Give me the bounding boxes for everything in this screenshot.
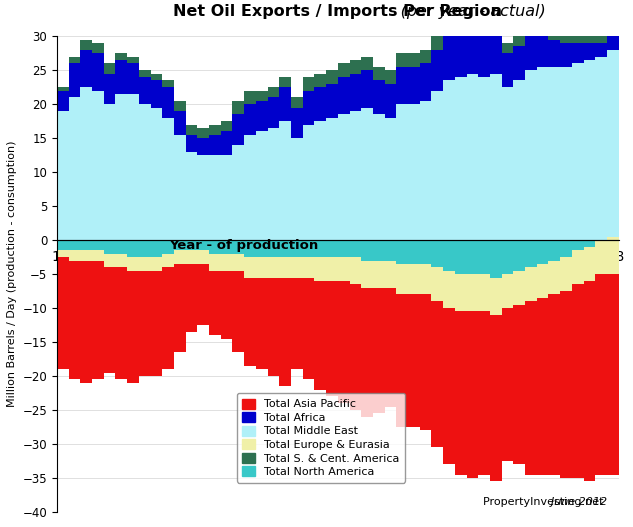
Text: Year - of production: Year - of production	[169, 239, 318, 252]
Y-axis label: Million Barrels / Day (production - consumption): Million Barrels / Day (production - cons…	[7, 141, 17, 407]
Text: PropertyInvesting.net: PropertyInvesting.net	[484, 497, 608, 508]
Text: (per year - actual): (per year - actual)	[129, 5, 546, 19]
Legend: Total Asia Pacific, Total Africa, Total Middle East, Total Europe & Eurasia, Tot: Total Asia Pacific, Total Africa, Total …	[237, 393, 405, 483]
Text: Net Oil Exports / Imports Per Region: Net Oil Exports / Imports Per Region	[173, 5, 503, 19]
Text: June 2012: June 2012	[488, 497, 608, 508]
